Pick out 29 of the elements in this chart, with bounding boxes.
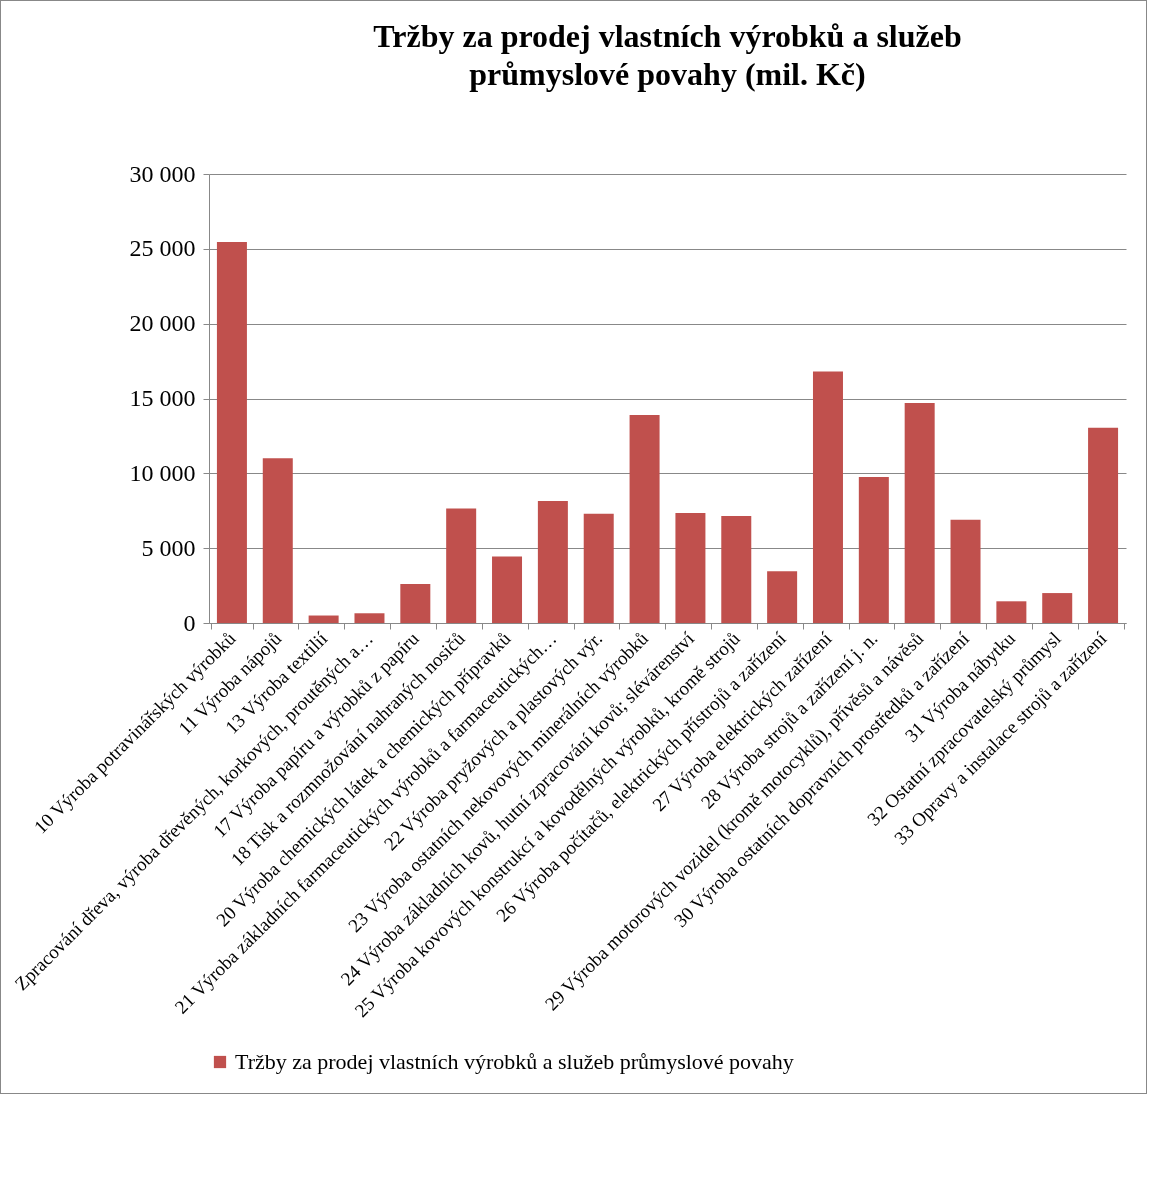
bar (812, 371, 843, 623)
bar (721, 515, 752, 623)
y-tick-label: 30 000 (129, 160, 196, 187)
bar (400, 584, 431, 623)
bar (492, 556, 523, 623)
chart-title: Tržby za prodej vlastních výrobků a služeb průmyslové povahy (mil. Kč) (373, 18, 962, 92)
bar (858, 477, 889, 623)
bar (354, 613, 385, 623)
bar (262, 458, 293, 623)
bar (767, 571, 798, 623)
bar (675, 513, 706, 623)
bar (537, 501, 568, 623)
y-tick-label: 5 000 (141, 534, 196, 561)
bar (308, 615, 339, 623)
y-tick-label: 0 (183, 609, 196, 636)
bar (904, 402, 935, 623)
bar (583, 513, 614, 623)
y-tick-label: 20 000 (129, 310, 196, 337)
bar (1088, 427, 1119, 623)
y-tick-label: 15 000 (129, 385, 196, 411)
y-tick-label: 10 000 (129, 459, 196, 486)
bar (216, 242, 247, 623)
bar (1042, 593, 1073, 623)
bar (629, 414, 660, 623)
bar (446, 508, 477, 623)
bar (950, 519, 981, 623)
bar (996, 601, 1027, 623)
y-tick-label: 25 000 (129, 235, 196, 262)
legend-label: Tržby za prodej vlastních výrobků a služeb průmyslové povahy (235, 1049, 794, 1074)
